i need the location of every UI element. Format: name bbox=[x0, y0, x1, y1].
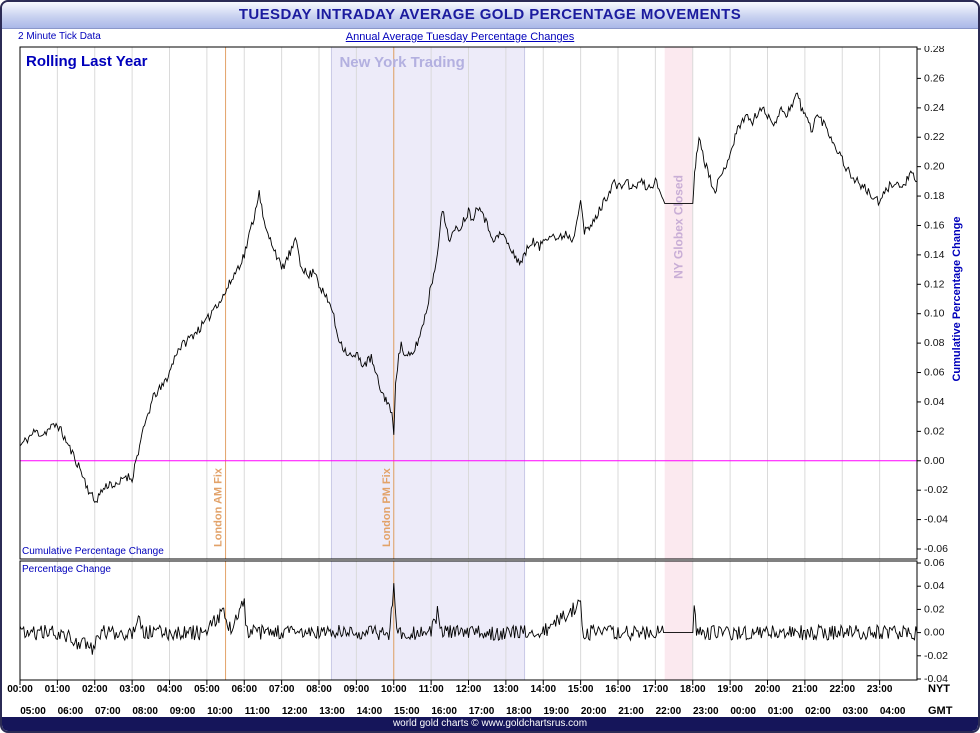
y-tick-label: -0.04 bbox=[924, 514, 948, 526]
rolling-last-year-label: Rolling Last Year bbox=[26, 53, 148, 70]
x-label-nyt: 14:00 bbox=[530, 684, 556, 695]
y-tick-label: -0.06 bbox=[924, 543, 948, 555]
x-label-gmt: 17:00 bbox=[469, 706, 495, 717]
page-title: TUESDAY INTRADAY AVERAGE GOLD PERCENTAGE… bbox=[2, 2, 978, 29]
x-label-nyt: 06:00 bbox=[231, 684, 257, 695]
x-label-gmt: 09:00 bbox=[170, 706, 196, 717]
y-tick-label: -0.02 bbox=[924, 484, 948, 496]
y-tick-label: 0.10 bbox=[924, 308, 945, 320]
cumulative-percentage-change-series bbox=[19, 92, 918, 504]
chart-canvas: 0.28 0.26 0.24 0.22 0.20 0.18 0.16 0.14 0.12 0.10… bbox=[7, 46, 963, 717]
x-label-gmt: 13:00 bbox=[319, 706, 345, 717]
globex-closed-band bbox=[664, 561, 693, 680]
cumulative-panel-label: Cumulative Percentage Change bbox=[22, 546, 164, 557]
x-label-gmt: 19:00 bbox=[543, 706, 569, 717]
x-label-gmt: 03:00 bbox=[842, 706, 868, 717]
y-tick-label: 0.04 bbox=[924, 580, 945, 592]
y-tick-label: 0.20 bbox=[924, 161, 945, 173]
x-label-gmt: 00:00 bbox=[730, 706, 756, 717]
x-label-gmt: 07:00 bbox=[95, 706, 121, 717]
y-tick-label: 0.18 bbox=[924, 190, 945, 202]
x-label-gmt: 08:00 bbox=[132, 706, 158, 717]
x-label-gmt: 18:00 bbox=[506, 706, 532, 717]
x-label-gmt: 20:00 bbox=[581, 706, 607, 717]
y-tick-label: -0.04 bbox=[924, 673, 948, 685]
globex-closed-band bbox=[664, 47, 693, 559]
ny-trading-band bbox=[331, 561, 525, 680]
x-label-gmt: 05:00 bbox=[20, 706, 46, 717]
x-label-gmt: 22:00 bbox=[656, 706, 682, 717]
y-tick-label: 0.00 bbox=[924, 627, 945, 639]
x-label-gmt: 23:00 bbox=[693, 706, 719, 717]
x-label-nyt: 09:00 bbox=[344, 684, 370, 695]
y-tick-label: 0.28 bbox=[924, 46, 945, 55]
x-label-nyt: 10:00 bbox=[381, 684, 407, 695]
x-label-nyt: 17:00 bbox=[643, 684, 669, 695]
y-tick-label: -0.02 bbox=[924, 650, 948, 662]
y-tick-label: 0.26 bbox=[924, 72, 945, 84]
x-label-nyt: 16:00 bbox=[605, 684, 631, 695]
x-label-nyt: 00:00 bbox=[7, 684, 33, 695]
x-label-gmt: 21:00 bbox=[618, 706, 644, 717]
x-label-nyt: 19:00 bbox=[717, 684, 743, 695]
x-label-nyt: 23:00 bbox=[867, 684, 893, 695]
ny-trading-band bbox=[331, 47, 525, 559]
y-tick-label: 0.08 bbox=[924, 337, 945, 349]
x-label-gmt: 10:00 bbox=[207, 706, 233, 717]
right-axis-title: Cumulative Percentage Change bbox=[951, 216, 963, 381]
y-tick-label: 0.04 bbox=[924, 396, 945, 408]
x-label-gmt: 11:00 bbox=[245, 706, 270, 717]
y-tick-label: 0.12 bbox=[924, 278, 945, 290]
x-label-nyt: 13:00 bbox=[493, 684, 519, 695]
x-label-gmt: 16:00 bbox=[431, 706, 457, 717]
gmt-axis-label: GMT bbox=[928, 705, 953, 717]
y-tick-label: 0.14 bbox=[924, 249, 945, 261]
london-pm-fix-label: London PM Fix bbox=[381, 467, 393, 547]
london-am-fix-label: London AM Fix bbox=[213, 467, 225, 547]
annual-average-label: Annual Average Tuesday Percentage Change… bbox=[345, 31, 575, 43]
x-label-gmt: 12:00 bbox=[282, 706, 308, 717]
x-label-gmt: 01:00 bbox=[768, 706, 794, 717]
nyt-axis-label: NYT bbox=[928, 683, 950, 695]
x-label-nyt: 15:00 bbox=[568, 684, 594, 695]
y-tick-label: 0.06 bbox=[924, 367, 945, 379]
y-tick-label: 0.24 bbox=[924, 102, 945, 114]
percentage-change-series bbox=[19, 583, 918, 655]
x-label-nyt: 20:00 bbox=[755, 684, 781, 695]
x-label-gmt: 04:00 bbox=[880, 706, 906, 717]
x-label-nyt: 01:00 bbox=[45, 684, 71, 695]
x-label-nyt: 07:00 bbox=[269, 684, 295, 695]
x-label-gmt: 14:00 bbox=[357, 706, 383, 717]
x-label-nyt: 18:00 bbox=[680, 684, 706, 695]
y-tick-label: 0.02 bbox=[924, 425, 945, 437]
y-tick-label: 0.00 bbox=[924, 455, 945, 467]
new-york-trading-label: New York Trading bbox=[339, 54, 464, 71]
subtitle-row: 2 Minute Tick Data Annual Average Tuesda… bbox=[2, 29, 978, 46]
x-label-gmt: 02:00 bbox=[805, 706, 831, 717]
percentage-panel-label: Percentage Change bbox=[22, 564, 111, 575]
x-label-gmt: 15:00 bbox=[394, 706, 420, 717]
tick-data-label: 2 Minute Tick Data bbox=[18, 31, 101, 42]
x-label-nyt: 04:00 bbox=[157, 684, 183, 695]
x-label-nyt: 05:00 bbox=[194, 684, 220, 695]
x-label-nyt: 03:00 bbox=[119, 684, 145, 695]
y-tick-label: 0.16 bbox=[924, 219, 945, 231]
panel-border bbox=[19, 46, 918, 560]
x-label-nyt: 08:00 bbox=[306, 684, 332, 695]
x-label-gmt: 06:00 bbox=[58, 706, 84, 717]
x-label-nyt: 22:00 bbox=[829, 684, 855, 695]
x-label-nyt: 02:00 bbox=[82, 684, 108, 695]
x-label-nyt: 21:00 bbox=[792, 684, 818, 695]
y-tick-label: 0.22 bbox=[924, 131, 945, 143]
footer-credit: world gold charts © www.goldchartsrus.co… bbox=[2, 717, 978, 731]
x-label-nyt: 11:00 bbox=[419, 684, 444, 695]
globex-closed-label: NY Globex Closed bbox=[672, 175, 686, 279]
x-label-nyt: 12:00 bbox=[456, 684, 482, 695]
y-tick-label: 0.02 bbox=[924, 603, 945, 615]
y-tick-label: 0.06 bbox=[924, 557, 945, 569]
